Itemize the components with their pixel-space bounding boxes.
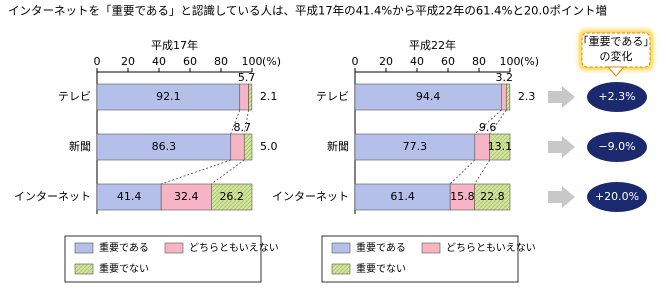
bar-segment (474, 183, 511, 211)
callout-text: の変化 (600, 49, 633, 63)
value-label: 5.7 (238, 71, 256, 84)
page-title: インターネットを「重要である」と認識している人は、平成17年の41.4%から平成… (8, 4, 607, 18)
legend-box (321, 235, 519, 283)
value-label: 77.3 (403, 140, 428, 153)
bar-segment (96, 133, 232, 161)
x-tick-label: 0 (94, 55, 101, 68)
legend-swatch (331, 263, 351, 275)
bar-segment (449, 183, 475, 211)
legend-label: 重要でない (356, 262, 406, 275)
connector (474, 159, 491, 185)
legend-label: どちらともいえない (446, 242, 536, 254)
x-tick-label: 100 (500, 55, 521, 68)
value-label: 86.3 (152, 140, 177, 153)
legend-swatch (164, 242, 184, 254)
bar-segment (230, 133, 245, 161)
arrow (548, 186, 575, 208)
category-label: テレビ (58, 90, 91, 103)
value-label: 32.4 (174, 190, 199, 203)
arrow (548, 136, 575, 158)
connector (474, 109, 502, 135)
category-label: 新聞 (69, 139, 91, 153)
legend-swatch (421, 242, 441, 254)
x-tick-label: 100 (242, 55, 263, 68)
legend-label: どちらともいえない (189, 242, 279, 254)
legend-swatch (331, 242, 351, 254)
value-label: 22.8 (480, 190, 505, 203)
legend-swatch (74, 263, 94, 275)
legend-box (64, 235, 262, 283)
callout-text: 「重要である」 (578, 34, 655, 48)
value-label: 2.1 (260, 90, 278, 103)
x-tick-label: 60 (183, 55, 197, 68)
legend-label: 重要である (99, 241, 149, 254)
bar-segment (248, 83, 253, 111)
bar-segment (96, 83, 241, 111)
x-tick-label: 80 (214, 55, 228, 68)
x-axis-unit: (%) (520, 55, 539, 68)
x-tick-label: 40 (152, 55, 166, 68)
value-label: 2.3 (518, 90, 536, 103)
value-label: 41.4 (117, 190, 142, 203)
bar-segment (354, 133, 476, 161)
legend-swatch (74, 242, 94, 254)
value-label: 94.4 (416, 90, 441, 103)
chart-subtitle: 平成22年 (409, 38, 456, 52)
value-label: 92.1 (156, 90, 181, 103)
x-tick-label: 40 (410, 55, 424, 68)
value-label: 3.2 (496, 71, 514, 84)
change-bubble (587, 132, 647, 162)
connector (211, 159, 245, 185)
legend-label: 重要である (356, 241, 406, 254)
value-label: 15.8 (450, 190, 475, 203)
value-label: 26.2 (219, 190, 244, 203)
bar-segment (239, 83, 249, 111)
change-bubble (587, 82, 647, 112)
x-tick-label: 20 (121, 55, 135, 68)
value-label: 61.4 (390, 190, 415, 203)
value-label: 13.1 (488, 140, 513, 153)
arrow (548, 86, 575, 108)
bar-segment (211, 183, 253, 211)
connector (243, 109, 249, 135)
bar-segment (354, 83, 502, 111)
callout-pointer (606, 66, 626, 77)
change-label: +20.0% (595, 190, 639, 203)
connector (230, 109, 241, 135)
change-label: −9.0% (598, 140, 635, 153)
x-tick-label: 0 (352, 55, 359, 68)
change-bubble (587, 182, 647, 212)
bar-segment (489, 133, 511, 161)
x-tick-label: 60 (441, 55, 455, 68)
connector (161, 159, 231, 185)
legend-label: 重要でない (99, 262, 149, 275)
connector (449, 159, 476, 185)
x-tick-label: 80 (472, 55, 486, 68)
connector (489, 109, 507, 135)
category-label: インターネット (14, 190, 91, 203)
value-label: 5.0 (260, 140, 278, 153)
category-label: インターネット (272, 190, 349, 203)
bar-segment (501, 83, 507, 111)
change-label: +2.3% (598, 90, 635, 103)
category-label: テレビ (316, 90, 349, 103)
chart-subtitle: 平成17年 (151, 38, 198, 52)
category-label: 新聞 (327, 139, 349, 153)
x-tick-label: 20 (379, 55, 393, 68)
x-axis-unit: (%) (262, 55, 281, 68)
bar-segment (354, 183, 451, 211)
bar-segment (505, 83, 511, 111)
value-label: 8.7 (234, 121, 252, 134)
bar-segment (243, 133, 253, 161)
